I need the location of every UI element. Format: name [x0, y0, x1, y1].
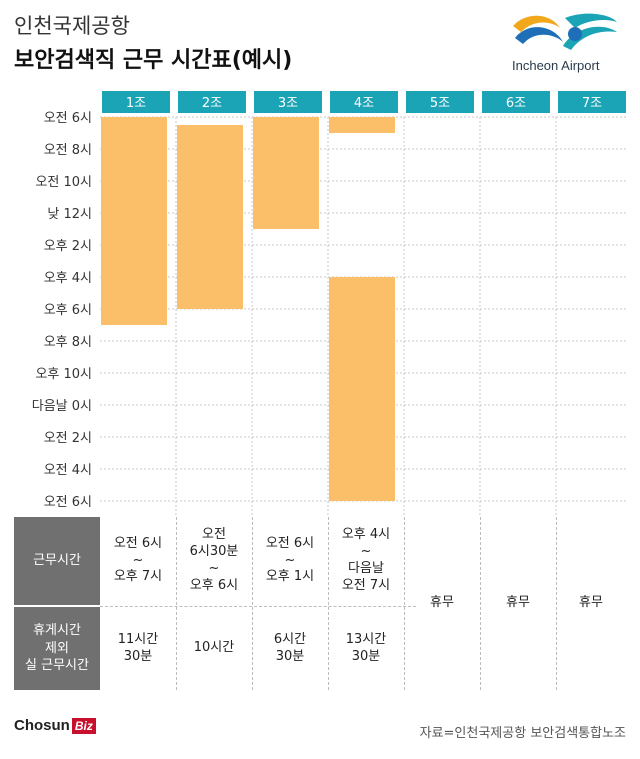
team-header-label: 3조 — [278, 96, 298, 111]
time-tick-label: 오후 10시 — [35, 367, 92, 382]
row-head-work-hours: 근무시간 — [14, 517, 100, 605]
rest-team-5: 휴무 — [430, 595, 454, 611]
time-tick-label: 다음날 0시 — [32, 399, 92, 414]
team-header-6 — [482, 91, 550, 113]
time-tick-label: 오전 6시 — [44, 495, 92, 510]
title-line-1: 인천국제공항 — [14, 14, 130, 38]
team-header-4 — [330, 91, 398, 113]
time-tick-label: 오전 2시 — [44, 431, 92, 446]
source-note: 자료=인천국제공항 보안검색통합노조 — [419, 726, 626, 741]
time-tick-label: 낮 12시 — [47, 207, 92, 222]
shift-bar-team-1 — [101, 117, 167, 325]
shift-bar-team-2 — [177, 125, 243, 309]
summary-table: 근무시간 휴게시간 제외 실 근무시간 오전 6시 ~ 오후 7시 오전 6시3… — [14, 517, 626, 690]
team-header-label: 6조 — [506, 96, 526, 111]
net-hours-team-1: 11시간 30분 — [117, 631, 159, 664]
time-tick-label: 오후 8시 — [44, 335, 92, 350]
time-tick-label: 오후 6시 — [44, 303, 92, 318]
work-hours-team-3: 오전 6시 ~ 오후 1시 — [265, 535, 315, 585]
team-header-2 — [178, 91, 246, 113]
team-header-label: 2조 — [202, 96, 222, 111]
chart-gridlines — [100, 116, 626, 517]
team-header-7 — [558, 91, 626, 113]
shift-bars — [101, 117, 395, 501]
team-header-label: 1조 — [126, 96, 146, 111]
net-hours-team-2: 10시간 — [193, 640, 235, 656]
shift-bar-team-4 — [329, 277, 395, 501]
team-header-1 — [102, 91, 170, 113]
net-hours-team-4: 13시간 30분 — [345, 631, 387, 664]
team-header-label: 7조 — [582, 96, 602, 111]
work-hours-team-1: 오전 6시 ~ 오후 7시 — [113, 535, 163, 585]
time-tick-label: 오전 4시 — [44, 463, 92, 478]
airport-logo-text: Incheon Airport — [512, 58, 600, 73]
shift-bar-team-4 — [329, 117, 395, 133]
time-tick-label: 오전 10시 — [35, 175, 92, 190]
brand-suffix: Biz — [71, 718, 96, 734]
time-tick-label: 오전 8시 — [44, 143, 92, 158]
work-hours-team-4: 오후 4시 ~ 다음날 오전 7시 — [341, 527, 391, 593]
team-header-label: 4조 — [354, 96, 374, 111]
time-tick-label: 오후 2시 — [44, 239, 92, 254]
shift-bar-team-3 — [253, 117, 319, 229]
airport-logo-icon — [513, 13, 617, 50]
rest-team-7: 휴무 — [579, 595, 603, 611]
time-tick-label: 오전 6시 — [44, 111, 92, 126]
work-hours-team-2: 오전 6시30분 ~ 오후 6시 — [189, 527, 239, 593]
net-hours-team-3: 6시간 30분 — [273, 631, 307, 664]
brand-name: Chosun — [14, 717, 70, 734]
chosunbiz-logo: Chosun Biz — [14, 717, 96, 734]
time-tick-label: 오후 4시 — [44, 271, 92, 286]
rest-team-6: 휴무 — [506, 595, 530, 611]
team-header-3 — [254, 91, 322, 113]
team-header-5 — [406, 91, 474, 113]
team-headers: 1조 2조 3조 4조 5조 6조 7조 — [102, 91, 626, 113]
team-header-label: 5조 — [430, 96, 450, 111]
title-line-2: 보안검색직 근무 시간표(예시) — [14, 48, 293, 73]
row-head-net-hours: 휴게시간 제외 실 근무시간 — [14, 607, 100, 690]
